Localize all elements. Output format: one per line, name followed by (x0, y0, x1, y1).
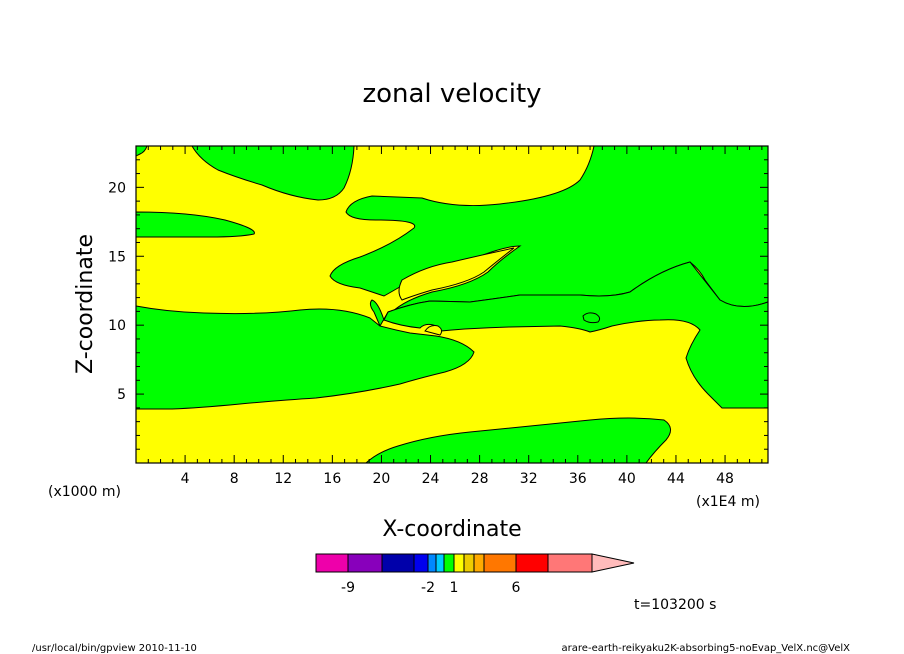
x-tick-label: 8 (230, 471, 239, 487)
colorbar-segment (453, 553, 465, 573)
colorbar-segment (381, 553, 415, 573)
x-tick-label: 28 (471, 471, 489, 487)
x-tick-label: 16 (323, 471, 341, 487)
contour-plot (135, 145, 769, 464)
x-tick-label: 12 (274, 471, 292, 487)
y-tick-label: 15 (108, 249, 126, 265)
x-tick-label: 36 (569, 471, 587, 487)
colorbar: -9 -2 1 6 (315, 553, 635, 596)
colorbar-segment (413, 553, 429, 573)
plot-frame (135, 145, 769, 464)
colorbar-segment (473, 553, 485, 573)
chart-title: zonal velocity (362, 79, 541, 109)
colorbar-segment (463, 553, 475, 573)
x-tick-label: 32 (520, 471, 538, 487)
negative-region (365, 417, 671, 463)
x-axis-unit: (x1E4 m) (696, 494, 760, 510)
negative-region (136, 305, 475, 410)
colorbar-segment (427, 553, 437, 573)
colorbar-label: 6 (512, 580, 521, 596)
colorbar-segment (515, 553, 549, 573)
x-axis-label: X-coordinate (382, 517, 521, 542)
colorbar-label: -2 (421, 580, 435, 596)
x-tick-label: 24 (422, 471, 440, 487)
y-axis-label: Z-coordinate (73, 234, 98, 374)
negative-region (136, 211, 255, 238)
y-axis-unit: (x1000 m) (48, 484, 121, 500)
colorbar-segment (483, 553, 517, 573)
colorbar-segment (547, 553, 593, 573)
x-tick-labels: 4 8 12 16 20 24 28 32 36 40 44 48 (181, 471, 734, 487)
y-tick-label: 5 (117, 387, 126, 403)
x-tick-label: 44 (667, 471, 685, 487)
x-tick-label: 20 (373, 471, 391, 487)
footer-command: /usr/local/bin/gpview 2010-11-10 (32, 643, 197, 654)
axis-ticks (136, 146, 768, 463)
y-tick-labels: 5 10 15 20 (108, 180, 126, 403)
positive-region (424, 325, 443, 336)
x-tick-label: 48 (716, 471, 734, 487)
y-tick-label: 20 (108, 180, 126, 196)
colorbar-label: -9 (341, 580, 355, 596)
x-tick-label: 40 (618, 471, 636, 487)
colorbar-segment (435, 553, 445, 573)
positive-region (398, 247, 515, 301)
y-tick-label: 10 (108, 318, 126, 334)
colorbar-segment (347, 553, 383, 573)
negative-region (582, 312, 601, 324)
negative-region (191, 146, 355, 201)
colorbar-extension (591, 553, 635, 573)
x-tick-label: 4 (181, 471, 190, 487)
time-label: t=103200 s (634, 597, 716, 613)
colorbar-segment (443, 553, 455, 573)
footer-file: arare-earth-reikyaku2K-absorbing5-noEvap… (562, 643, 851, 654)
colorbar-segment (315, 553, 349, 573)
colorbar-label: 1 (450, 580, 459, 596)
